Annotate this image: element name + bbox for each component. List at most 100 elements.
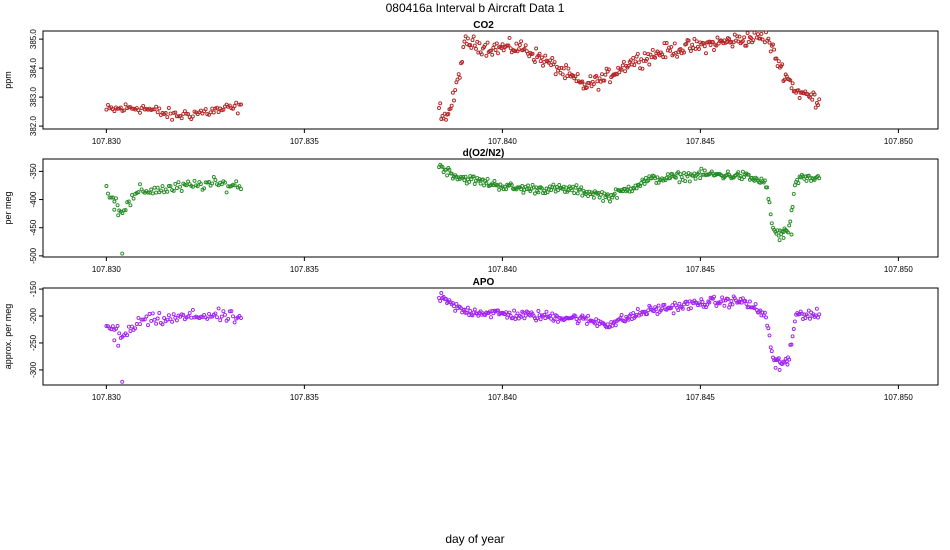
- data-point: [683, 179, 688, 184]
- data-point: [116, 213, 121, 218]
- data-point: [478, 181, 483, 186]
- data-point: [552, 60, 557, 65]
- data-point: [727, 37, 732, 41]
- data-point: [537, 313, 542, 318]
- data-point: [104, 107, 109, 112]
- data-point: [542, 312, 547, 317]
- data-point: [630, 189, 634, 194]
- data-point: [202, 186, 207, 191]
- data-point: [600, 72, 604, 77]
- data-point: [697, 47, 701, 51]
- data-point: [554, 185, 559, 189]
- data-point: [579, 185, 584, 190]
- data-point: [805, 314, 810, 319]
- data-point: [668, 48, 673, 53]
- data-point: [615, 195, 619, 200]
- data-point: [471, 174, 476, 179]
- data-point: [457, 75, 462, 80]
- data-point: [725, 169, 730, 174]
- data-point: [664, 41, 669, 45]
- data-point: [160, 322, 165, 327]
- data-point: [699, 166, 704, 171]
- data-point: [104, 324, 109, 328]
- data-point: [605, 192, 610, 197]
- data-point: [620, 63, 625, 68]
- data-point: [231, 106, 235, 111]
- data-point: [158, 188, 163, 193]
- data-point: [707, 300, 712, 305]
- data-point: [157, 106, 162, 111]
- data-point: [472, 307, 477, 312]
- data-point: [190, 114, 195, 119]
- data-point: [626, 317, 631, 322]
- data-point: [174, 318, 179, 323]
- data-point: [769, 221, 774, 226]
- data-point: [777, 228, 782, 233]
- data-point: [438, 298, 443, 303]
- data-point: [166, 106, 171, 110]
- data-point: [776, 356, 781, 361]
- data-point: [497, 187, 502, 192]
- data-point: [465, 305, 470, 310]
- data-point: [123, 208, 128, 213]
- data-point: [665, 172, 670, 177]
- data-point: [146, 190, 150, 195]
- data-point: [812, 92, 817, 97]
- data-point: [789, 342, 794, 347]
- data-point: [758, 308, 763, 313]
- data-point: [142, 317, 147, 322]
- data-point: [777, 238, 782, 243]
- data-point: [181, 313, 186, 317]
- data-point: [122, 108, 126, 113]
- data-point: [112, 338, 117, 343]
- data-point: [619, 313, 624, 317]
- data-point: [114, 326, 118, 331]
- data-point: [176, 180, 181, 185]
- data-point: [729, 39, 734, 44]
- data-point: [749, 36, 753, 40]
- data-point: [797, 96, 802, 100]
- data-point: [708, 43, 713, 47]
- data-point: [210, 106, 215, 111]
- data-point: [207, 180, 211, 184]
- data-point: [536, 190, 541, 195]
- data-point: [496, 51, 500, 56]
- data-point: [237, 102, 242, 107]
- data-point: [631, 55, 636, 60]
- data-point: [234, 100, 239, 105]
- data-point: [673, 175, 678, 180]
- data-point: [782, 77, 787, 82]
- y-tick-label: -350: [29, 163, 38, 180]
- data-point: [642, 181, 647, 186]
- data-point: [764, 315, 768, 320]
- data-point: [660, 306, 664, 311]
- data-point: [125, 333, 130, 338]
- data-point: [613, 323, 618, 328]
- data-point: [155, 316, 160, 321]
- data-point: [601, 198, 606, 203]
- data-point: [583, 316, 588, 321]
- data-point: [759, 31, 764, 36]
- data-point: [507, 310, 512, 315]
- data-point: [491, 183, 496, 187]
- data-point: [727, 305, 732, 310]
- data-point: [617, 70, 622, 75]
- data-point: [459, 306, 463, 311]
- data-point: [198, 182, 203, 186]
- data-point: [438, 101, 443, 106]
- data-point: [802, 312, 807, 317]
- data-point: [447, 167, 452, 172]
- data-point: [452, 98, 456, 103]
- data-point: [673, 50, 678, 55]
- data-point: [171, 188, 176, 193]
- data-point: [491, 45, 496, 50]
- data-point: [461, 174, 466, 179]
- x-tick-label: 107.845: [686, 393, 715, 402]
- data-point: [575, 191, 580, 196]
- data-point: [621, 59, 626, 64]
- data-point: [449, 103, 454, 108]
- data-point: [513, 317, 518, 321]
- data-point: [165, 189, 170, 194]
- data-point: [649, 55, 654, 60]
